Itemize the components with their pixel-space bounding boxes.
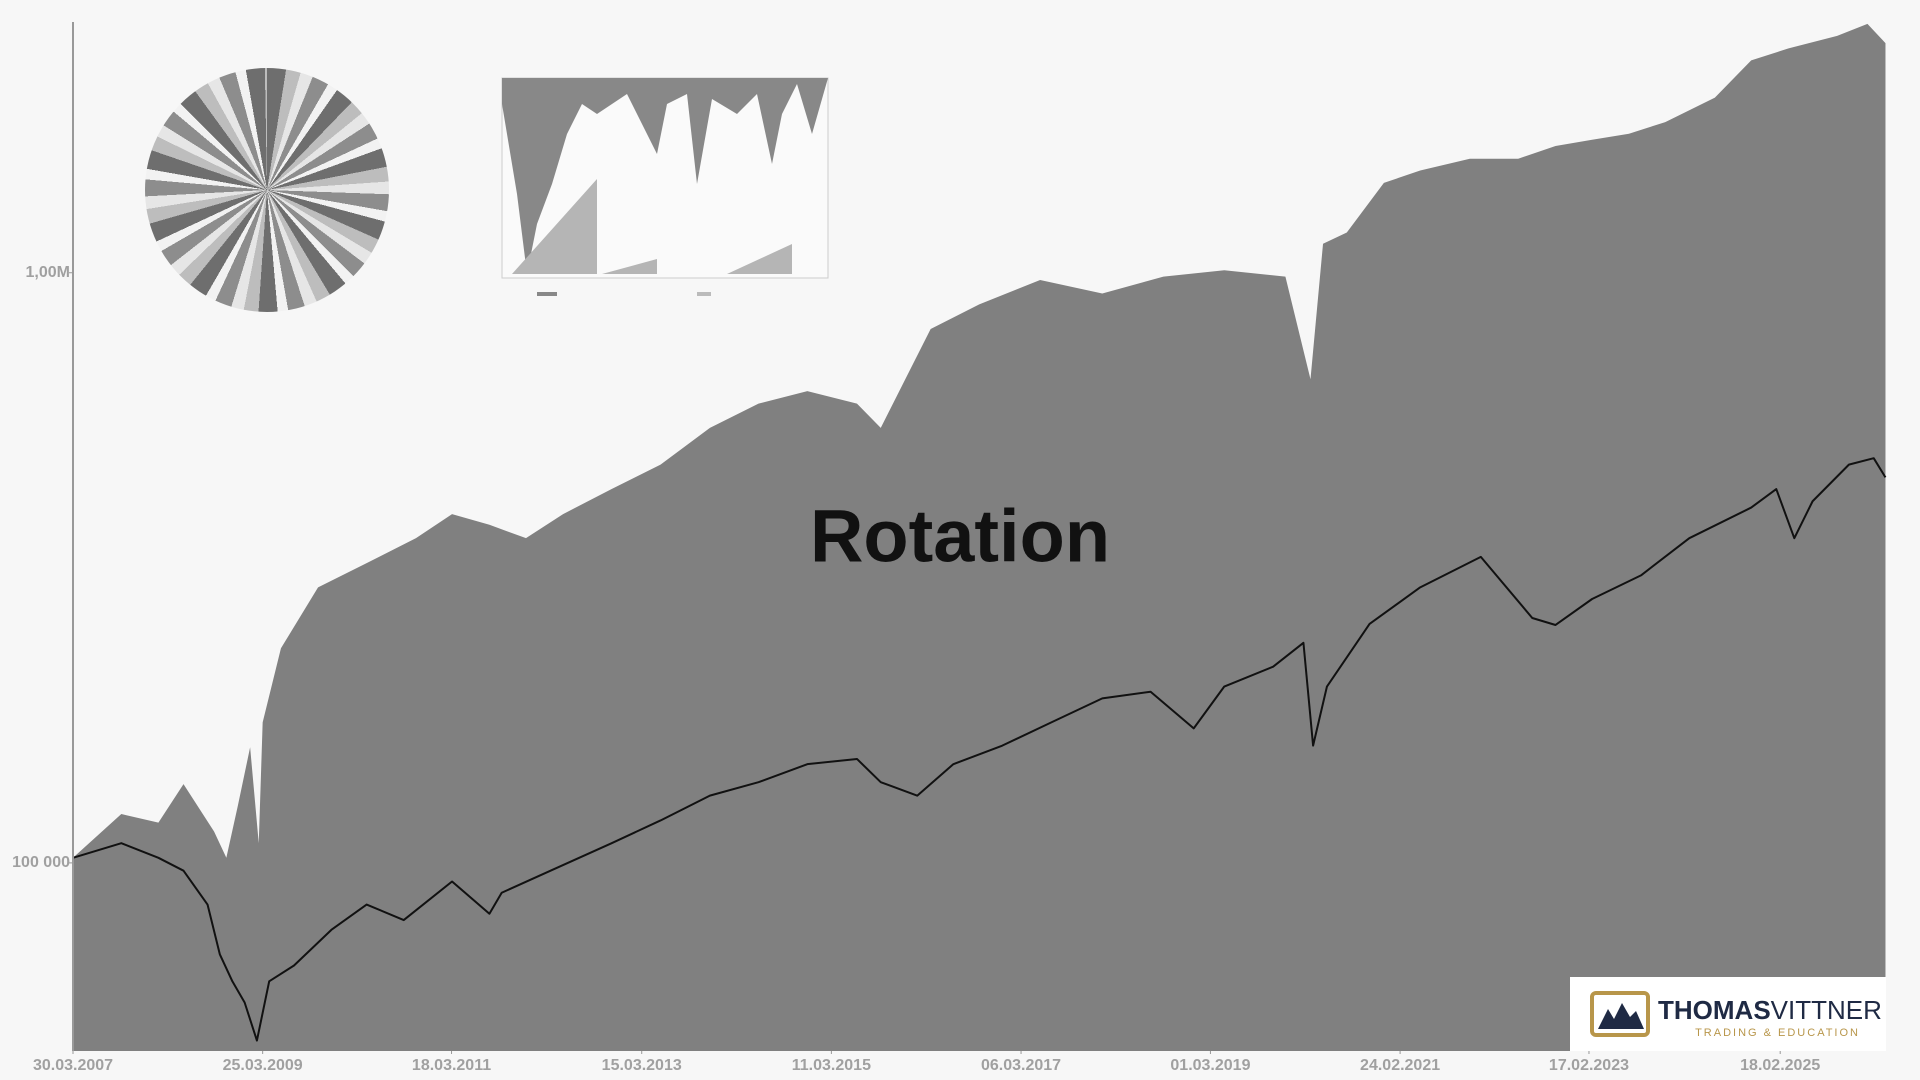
logo-mountains <box>1598 1003 1644 1029</box>
x-tick-label: 18.03.2011 <box>412 1057 491 1074</box>
logo-tagline: TRADING & EDUCATION <box>1695 1027 1860 1039</box>
inset-pie-thumbnail <box>145 68 389 312</box>
x-tick-label: 17.02.2023 <box>1549 1057 1629 1074</box>
logo-graphic: THOMASVITTNER TRADING & EDUCATION <box>1590 991 1882 1039</box>
logo-name-bold: THOMAS <box>1658 995 1771 1025</box>
x-tick-label: 18.02.2025 <box>1740 1057 1820 1074</box>
inset-bars <box>512 179 792 274</box>
logo-name: THOMASVITTNER <box>1658 995 1882 1025</box>
x-tick-label: 01.03.2019 <box>1170 1057 1250 1074</box>
inset-drawdown <box>502 78 828 274</box>
x-tick-label: 24.02.2021 <box>1360 1057 1440 1074</box>
logo-name-light: VITTNER <box>1771 995 1882 1025</box>
x-tick-label: 11.03.2015 <box>792 1057 871 1074</box>
chart-title: Rotation <box>810 495 1110 578</box>
x-tick-label: 15.03.2013 <box>602 1057 682 1074</box>
x-tick-label: 30.03.2007 <box>33 1057 113 1074</box>
inset-legend <box>537 292 557 296</box>
plot: 100 000 1,00M 30.03.2007 25.03.2009 18.03.20… <box>12 22 1887 1074</box>
y-tick-label: 1,00M <box>26 264 70 281</box>
inset-chart-thumbnail <box>501 77 829 296</box>
x-tick-label: 06.03.2017 <box>981 1057 1061 1074</box>
logo: THOMASVITTNER TRADING & EDUCATION <box>1570 977 1886 1051</box>
y-tick-label: 100 000 <box>12 854 70 871</box>
benchmark-line <box>72 457 1887 1042</box>
equity-area <box>73 23 1886 1051</box>
inset-legend <box>697 292 711 296</box>
x-tick-label: 25.03.2009 <box>223 1057 303 1074</box>
